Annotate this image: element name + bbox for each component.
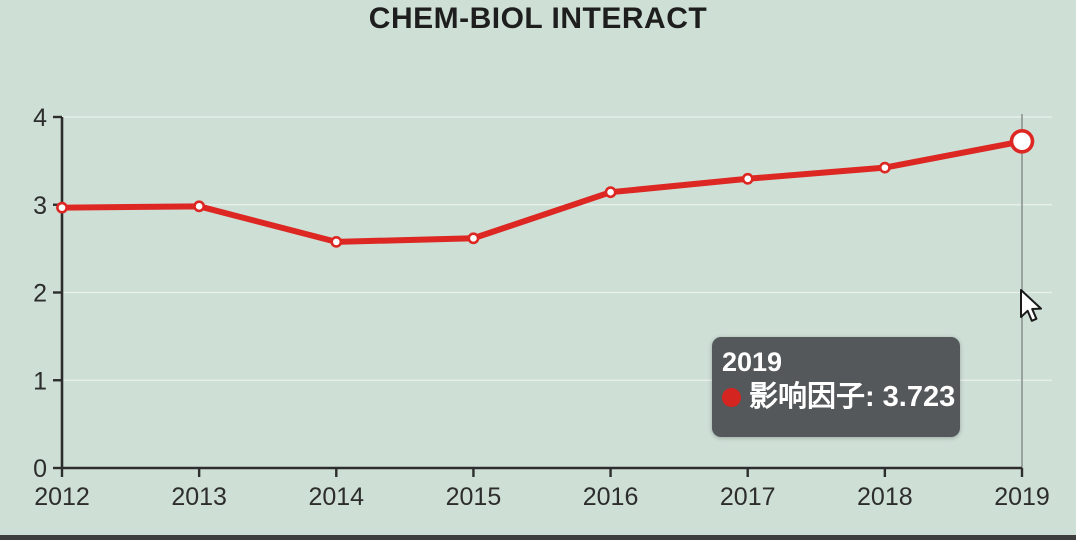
tooltip-series-row: 影响因子: 3.723: [722, 381, 955, 414]
y-tick-label: 1: [33, 367, 47, 395]
tooltip-series-value: 3.723: [882, 381, 956, 414]
mouse-cursor-icon: [1020, 289, 1042, 322]
y-tick-label: 3: [33, 192, 47, 220]
x-tick-label: 2015: [446, 483, 502, 511]
data-point-2018[interactable]: [878, 161, 891, 174]
x-tick-label: 2017: [720, 483, 776, 511]
hover-tooltip: 2019 影响因子: 3.723: [712, 337, 960, 437]
data-point-2014[interactable]: [330, 235, 343, 248]
x-tick-label: 2013: [171, 483, 227, 511]
data-point-2016[interactable]: [604, 186, 617, 199]
x-tick-label: 2012: [34, 483, 90, 511]
tooltip-year: 2019: [722, 347, 783, 377]
x-tick-label: 2018: [857, 483, 913, 511]
series-dot-icon: [722, 388, 741, 408]
data-point-2019[interactable]: [1009, 129, 1035, 154]
chart-title: CHEM-BIOL INTERACT: [368, 2, 708, 35]
x-tick-label: 2016: [583, 483, 639, 511]
y-tick-label: 2: [33, 280, 47, 308]
bottom-edge-bar: [0, 535, 1076, 540]
series-line: [59, 138, 1025, 245]
x-tick-label: 2014: [308, 483, 364, 511]
data-point-2012[interactable]: [56, 201, 68, 214]
x-tick-label: 2019: [994, 483, 1050, 511]
data-point-2013[interactable]: [193, 200, 206, 213]
data-point-2015[interactable]: [467, 232, 480, 245]
y-tick-label: 0: [33, 455, 47, 483]
y-tick-label: 4: [33, 104, 47, 132]
data-point-2017[interactable]: [741, 172, 754, 185]
tooltip-series-label: 影响因子:: [749, 381, 875, 414]
